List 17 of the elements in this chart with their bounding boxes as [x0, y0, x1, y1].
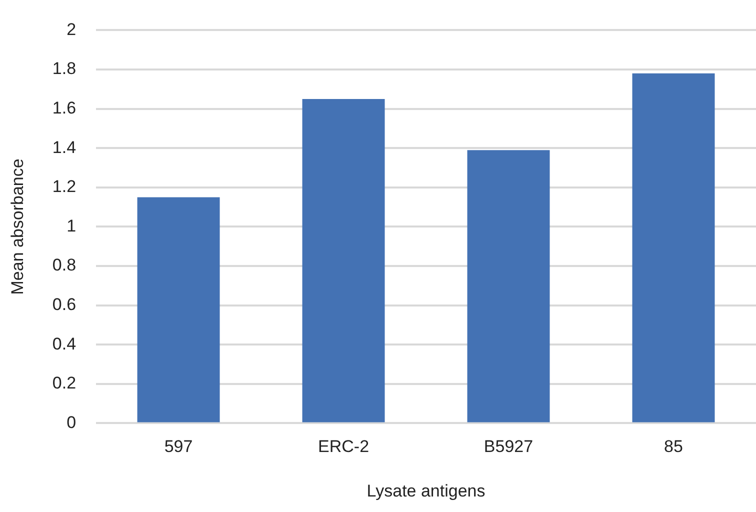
y-axis-title: Mean absorbance	[8, 158, 27, 295]
y-tick-label: 1.8	[52, 59, 76, 78]
x-tick-label: 85	[664, 437, 683, 456]
y-tick-label: 1.4	[52, 138, 76, 157]
x-axis-title: Lysate antigens	[366, 481, 486, 500]
x-tick-label: ERC-2	[318, 437, 370, 456]
y-tick-label: 0	[66, 412, 76, 432]
y-tick-label: 2	[66, 20, 76, 39]
y-tick-label: 0.6	[52, 294, 76, 314]
x-tick-label: 597	[164, 437, 193, 456]
y-tick-label: 1	[66, 216, 76, 236]
y-tick-label: 0.2	[52, 374, 76, 393]
y-tick-label: 0.4	[52, 334, 76, 354]
x-tick-label: B5927	[484, 437, 534, 456]
y-tick-label: 0.8	[52, 256, 76, 275]
y-tick-label: 1.6	[52, 98, 76, 118]
y-tick-label: 1.2	[52, 177, 76, 196]
